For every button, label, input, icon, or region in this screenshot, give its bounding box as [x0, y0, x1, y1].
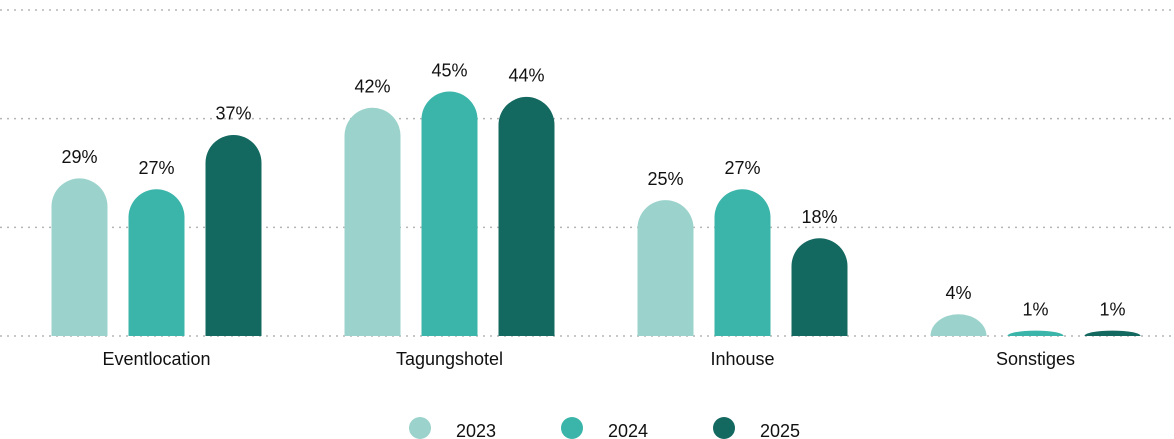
bar	[637, 200, 694, 336]
value-label: 45%	[431, 60, 467, 80]
bar	[1084, 330, 1141, 336]
bar	[51, 178, 108, 336]
value-label: 18%	[801, 207, 837, 227]
value-label: 1%	[1099, 299, 1125, 319]
bar	[421, 91, 478, 336]
legend-label: 2024	[608, 421, 648, 439]
bar	[791, 238, 848, 336]
bar	[205, 134, 262, 336]
x-tick-label: Inhouse	[710, 349, 774, 369]
bar	[128, 189, 185, 336]
value-label: 25%	[647, 169, 683, 189]
value-label: 37%	[215, 104, 251, 124]
legend-swatch	[713, 417, 735, 439]
legend-swatch	[561, 417, 583, 439]
bar	[714, 189, 771, 336]
value-label: 29%	[61, 147, 97, 167]
value-label: 44%	[508, 66, 544, 86]
bar	[930, 314, 987, 336]
x-tick-label: Tagungshotel	[396, 349, 503, 369]
legend-label: 2023	[456, 421, 496, 439]
bar	[498, 96, 555, 336]
legend-swatch	[409, 417, 431, 439]
value-label: 1%	[1022, 299, 1048, 319]
legend-label: 2025	[760, 421, 800, 439]
bar	[1007, 330, 1064, 336]
value-label: 4%	[945, 283, 971, 303]
x-tick-label: Sonstiges	[996, 349, 1075, 369]
value-label: 27%	[724, 158, 760, 178]
x-tick-label: Eventlocation	[102, 349, 210, 369]
value-label: 27%	[138, 158, 174, 178]
value-label: 42%	[354, 77, 390, 97]
bar	[344, 107, 401, 336]
